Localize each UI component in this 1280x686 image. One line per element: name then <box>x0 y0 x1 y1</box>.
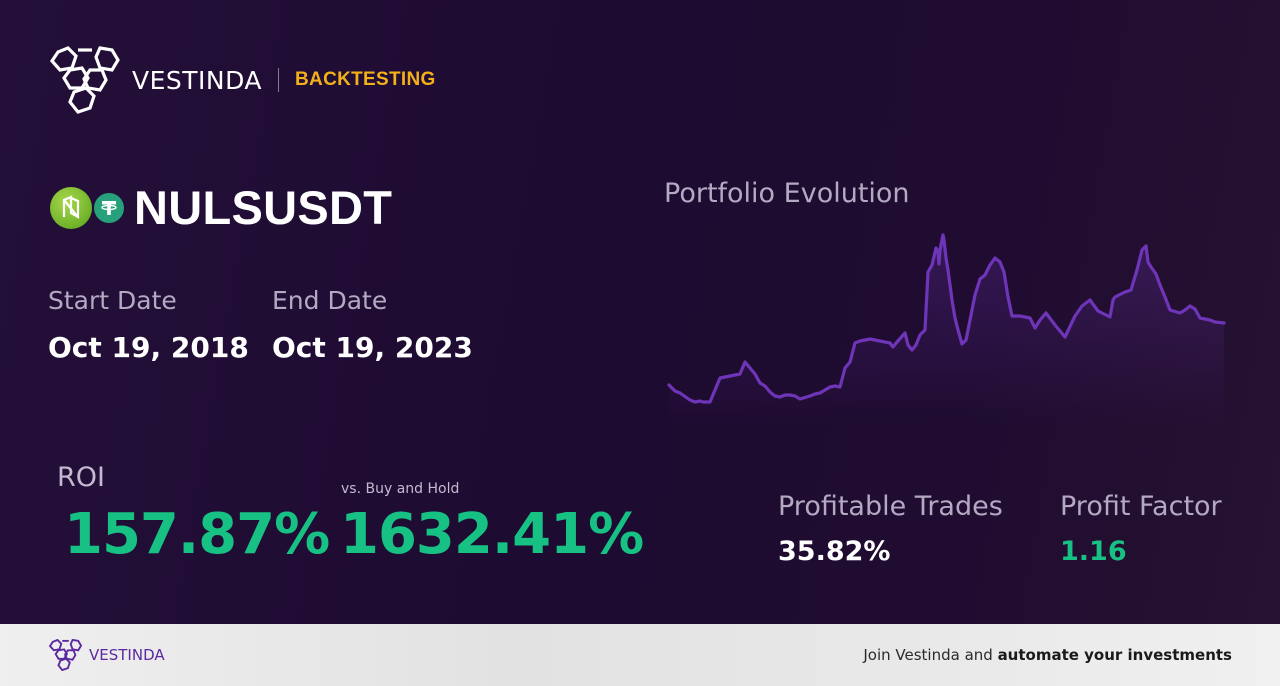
footer-brand-name: VESTINDA <box>89 646 165 664</box>
vestinda-logo-icon <box>48 639 83 671</box>
footer-cta-bold: automate your investments <box>997 646 1232 664</box>
start-date-value: Oct 19, 2018 <box>48 331 249 364</box>
backtest-card: VESTINDA BACKTESTING NULSUSDT Start Date… <box>0 0 1280 624</box>
buy-and-hold-value: 1632.41% <box>340 502 644 567</box>
chart-title: Portfolio Evolution <box>664 178 910 209</box>
chart-area-fill <box>669 235 1224 425</box>
portfolio-evolution-chart <box>667 233 1226 425</box>
end-date-value: Oct 19, 2023 <box>272 331 473 364</box>
brand-divider <box>278 68 280 92</box>
chart-line <box>667 233 1226 404</box>
end-date-label: End Date <box>272 286 388 315</box>
footer-cta[interactable]: Join Vestinda and automate your investme… <box>863 646 1232 664</box>
footer: VESTINDA Join Vestinda and automate your… <box>0 624 1280 686</box>
brand-name: VESTINDA <box>132 65 263 95</box>
nuls-coin-icon <box>50 186 92 229</box>
profitable-trades-value: 35.82% <box>778 536 891 567</box>
footer-brand[interactable]: VESTINDA <box>48 639 165 671</box>
roi-value: 157.87% <box>64 502 330 567</box>
profitable-trades-label: Profitable Trades <box>778 491 1003 522</box>
header-brand: VESTINDA BACKTESTING <box>48 46 436 114</box>
start-date-label: Start Date <box>48 286 177 315</box>
section-tag: BACKTESTING <box>295 69 436 90</box>
pair-symbol: NULSUSDT <box>134 181 393 234</box>
trading-pair: NULSUSDT <box>50 180 392 235</box>
vestinda-logo-icon <box>49 46 120 114</box>
roi-label: ROI <box>57 462 105 493</box>
buy-and-hold-label: vs. Buy and Hold <box>341 481 460 497</box>
profit-factor-label: Profit Factor <box>1060 491 1222 522</box>
profit-factor-value: 1.16 <box>1060 536 1127 567</box>
tether-usdt-coin-icon <box>94 192 124 223</box>
footer-cta-prefix: Join Vestinda and <box>863 646 998 664</box>
